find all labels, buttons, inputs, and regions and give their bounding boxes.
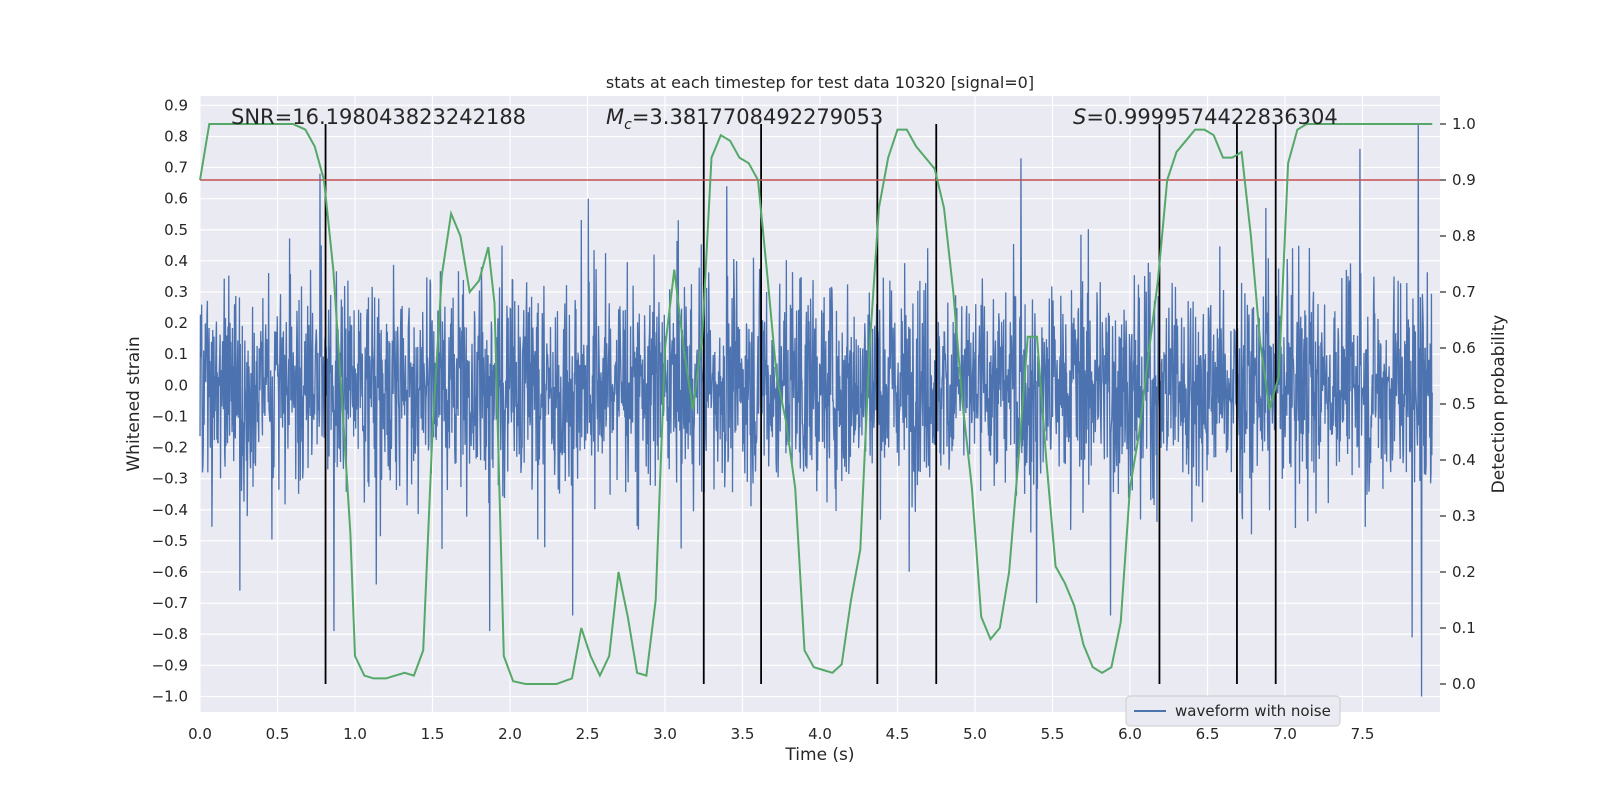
y-left-tick-label: −0.1 (152, 407, 188, 425)
y-left-tick-label: −0.2 (152, 439, 188, 457)
y-left-tick-label: 0.8 (164, 127, 188, 145)
y-left-tick-label: −0.3 (152, 470, 188, 488)
x-tick-label: 1.0 (343, 725, 367, 743)
x-tick-label: 4.0 (808, 725, 832, 743)
waveform-line (199, 123, 1433, 697)
y-left-tick-label: 0.2 (164, 314, 188, 332)
s-symbol: S (1073, 105, 1086, 129)
mc-symbol: M (606, 105, 624, 129)
y-left-tick-label: 0.0 (164, 376, 188, 394)
y-left-tick-label: 0.6 (164, 190, 188, 208)
y-left-tick-label: −0.4 (152, 501, 188, 519)
y-left-tick-label: −0.6 (152, 563, 188, 581)
x-tick-label: 3.0 (653, 725, 677, 743)
x-tick-label: 0.0 (188, 725, 212, 743)
x-tick-label: 0.5 (266, 725, 290, 743)
y-left-tick-label: −0.7 (152, 594, 188, 612)
y-right-tick-label: 0.4 (1452, 451, 1476, 469)
y-left-tick-label: 0.7 (164, 159, 188, 177)
y-right-tick-label: 0.7 (1452, 283, 1476, 301)
waveform-series (199, 123, 1433, 697)
x-tick-label: 4.5 (886, 725, 910, 743)
mc-annotation: Mc=3.3817708492279053 (606, 105, 883, 133)
x-tick-label: 2.0 (498, 725, 522, 743)
s-annotation: S=0.9999574422836304 (1073, 105, 1338, 129)
y-right-tick-label: 0.2 (1452, 563, 1476, 581)
x-tick-label: 3.5 (731, 725, 755, 743)
y-right-tick-label: 0.9 (1452, 171, 1476, 189)
y-left-axis-label: Whitened strain (124, 336, 144, 471)
y-left-axis-ticks: 0.9 0.8 0.7 0.6 0.5 0.4 0.3 0.2 0.1 0.0 −0.1 −0.2 −0… (152, 96, 188, 705)
vertical-markers (324, 124, 1277, 684)
y-left-tick-label: −0.5 (152, 532, 188, 550)
legend-box (1125, 695, 1341, 727)
y-right-tick-label: 0.0 (1452, 675, 1476, 693)
mc-subscript: c (624, 117, 632, 133)
x-tick-label: 6.5 (1196, 725, 1220, 743)
y-left-tick-label: −0.8 (152, 625, 188, 643)
y-right-tick-label: 0.5 (1452, 395, 1476, 413)
y-left-tick-label: 0.3 (164, 283, 188, 301)
s-value: =0.9999574422836304 (1086, 105, 1337, 129)
x-tick-label: 5.5 (1041, 725, 1065, 743)
y-left-tick-label: 0.1 (164, 345, 188, 363)
x-axis-ticks: 0.0 0.5 1.0 1.5 2.0 2.5 3.0 3.5 4.0 4.5 5.0 5.5 6.0 6… (188, 725, 1374, 743)
legend: waveform with noise (1125, 695, 1341, 727)
y-left-tick-label: −0.9 (152, 656, 188, 674)
x-tick-label: 7.0 (1273, 725, 1297, 743)
y-left-tick-label: 0.4 (164, 252, 188, 270)
x-tick-label: 2.5 (576, 725, 600, 743)
snr-annotation: SNR=16.198043823242188 (231, 105, 526, 129)
y-left-tick-label: 0.5 (164, 221, 188, 239)
y-right-axis-label: Detection probability (1489, 315, 1509, 494)
x-axis-label: Time (s) (784, 745, 854, 765)
legend-label: waveform with noise (1175, 702, 1331, 720)
y-right-tick-label: 0.6 (1452, 339, 1476, 357)
x-tick-label: 7.5 (1351, 725, 1375, 743)
chart-title: stats at each timestep for test data 103… (606, 73, 1034, 92)
y-left-tick-label: 0.9 (164, 96, 188, 114)
probability-line (199, 123, 1433, 685)
y-left-tick-label: −1.0 (152, 687, 188, 705)
mc-value: =3.3817708492279053 (632, 105, 883, 129)
y-right-tick-label: 0.3 (1452, 507, 1476, 525)
y-right-tick-label: 1.0 (1452, 115, 1476, 133)
probability-series (199, 123, 1433, 685)
y-right-tick-label: 0.1 (1452, 619, 1476, 637)
x-tick-label: 1.5 (421, 725, 445, 743)
x-tick-label: 6.0 (1118, 725, 1142, 743)
y-right-axis-ticks: 1.0 0.9 0.8 0.7 0.6 0.5 0.4 0.3 0.2 0.1 0.0 (1440, 115, 1476, 693)
y-right-tick-label: 0.8 (1452, 227, 1476, 245)
x-tick-label: 5.0 (963, 725, 987, 743)
